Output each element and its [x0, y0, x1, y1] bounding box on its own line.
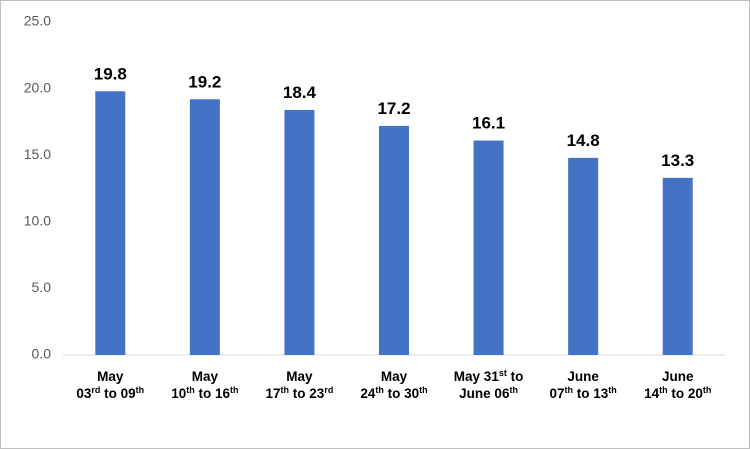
bar: [473, 140, 504, 355]
x-tick-line: May: [381, 369, 408, 384]
x-tick-line: 03rd to 09th: [76, 385, 144, 401]
text-part: May: [97, 369, 124, 384]
text-part: 14: [644, 386, 660, 401]
bar: [95, 91, 126, 355]
y-tick-label: 25.0: [24, 13, 51, 29]
superscript: th: [565, 385, 574, 395]
x-tick-line: May: [97, 369, 124, 384]
text-part: to 30: [384, 386, 419, 401]
x-tick-label: May 31st to June 06th: [454, 368, 524, 401]
text-part: 24: [360, 386, 376, 401]
text-part: to: [507, 369, 523, 384]
text-part: to 16: [195, 386, 231, 401]
y-tick-label: 5.0: [32, 279, 52, 295]
x-tick-line: 24th to 30th: [360, 385, 427, 401]
x-tick-label: May 24th to 30th: [360, 369, 427, 401]
superscript: th: [186, 385, 195, 395]
bar: [189, 99, 220, 355]
superscript: th: [230, 385, 239, 395]
x-tick-label: June 07th to 13th: [549, 369, 616, 401]
data-label: 17.2: [377, 99, 410, 118]
data-label: 19.2: [188, 72, 221, 91]
x-tick-label: May 10th to 16th: [171, 369, 238, 401]
text-part: June: [567, 369, 599, 384]
text-part: to 20: [668, 386, 703, 401]
text-part: May 31: [454, 369, 500, 384]
y-tick-label: 0.0: [32, 346, 52, 362]
y-tick-label: 10.0: [24, 213, 51, 229]
x-tick-label: May 03rd to 09th: [76, 369, 144, 401]
text-part: to 23: [289, 386, 325, 401]
superscript: th: [509, 385, 517, 395]
x-tick-line: June: [662, 369, 694, 384]
text-part: June: [662, 369, 694, 384]
text-part: May: [286, 369, 313, 384]
x-tick-line: May: [286, 369, 313, 384]
text-part: 10: [171, 386, 186, 401]
y-tick-label: 20.0: [24, 79, 51, 95]
superscript: th: [703, 385, 712, 395]
data-label: 14.8: [567, 131, 600, 150]
text-part: to 13: [573, 386, 609, 401]
x-tick-label: June 14th to 20th: [644, 369, 711, 401]
x-tick-line: June 06th: [459, 385, 518, 401]
text-part: June 06: [459, 386, 510, 401]
x-tick-line: May 31st to: [454, 368, 524, 384]
text-part: 17: [266, 386, 281, 401]
superscript: th: [419, 385, 428, 395]
superscript: th: [136, 385, 145, 395]
x-tick-line: 17th to 23rd: [266, 385, 334, 401]
superscript: st: [499, 368, 507, 378]
bar: [284, 109, 315, 355]
x-tick-line: 10th to 16th: [171, 385, 238, 401]
x-tick-line: 14th to 20th: [644, 385, 711, 401]
data-label: 19.8: [94, 64, 127, 83]
text-part: to 09: [100, 386, 135, 401]
bar: [379, 125, 409, 356]
text-part: 03: [76, 386, 92, 401]
data-label: 18.4: [283, 83, 317, 102]
bar: [568, 157, 599, 355]
superscript: th: [659, 385, 668, 395]
x-tick-label: May 17th to 23rd: [266, 369, 334, 401]
superscript: th: [281, 385, 290, 395]
bar: [662, 177, 693, 355]
superscript: th: [375, 385, 384, 395]
data-label: 13.3: [661, 151, 694, 170]
superscript: th: [608, 385, 617, 395]
x-tick-line: June: [567, 369, 599, 384]
data-label: 16.1: [472, 114, 505, 133]
y-tick-label: 15.0: [24, 146, 51, 162]
x-tick-line: 07th to 13th: [549, 385, 616, 401]
text-part: May: [192, 369, 219, 384]
superscript: rd: [91, 385, 100, 395]
x-tick-line: May: [192, 369, 219, 384]
text-part: 07: [549, 386, 564, 401]
superscript: rd: [324, 385, 333, 395]
text-part: May: [381, 369, 408, 384]
